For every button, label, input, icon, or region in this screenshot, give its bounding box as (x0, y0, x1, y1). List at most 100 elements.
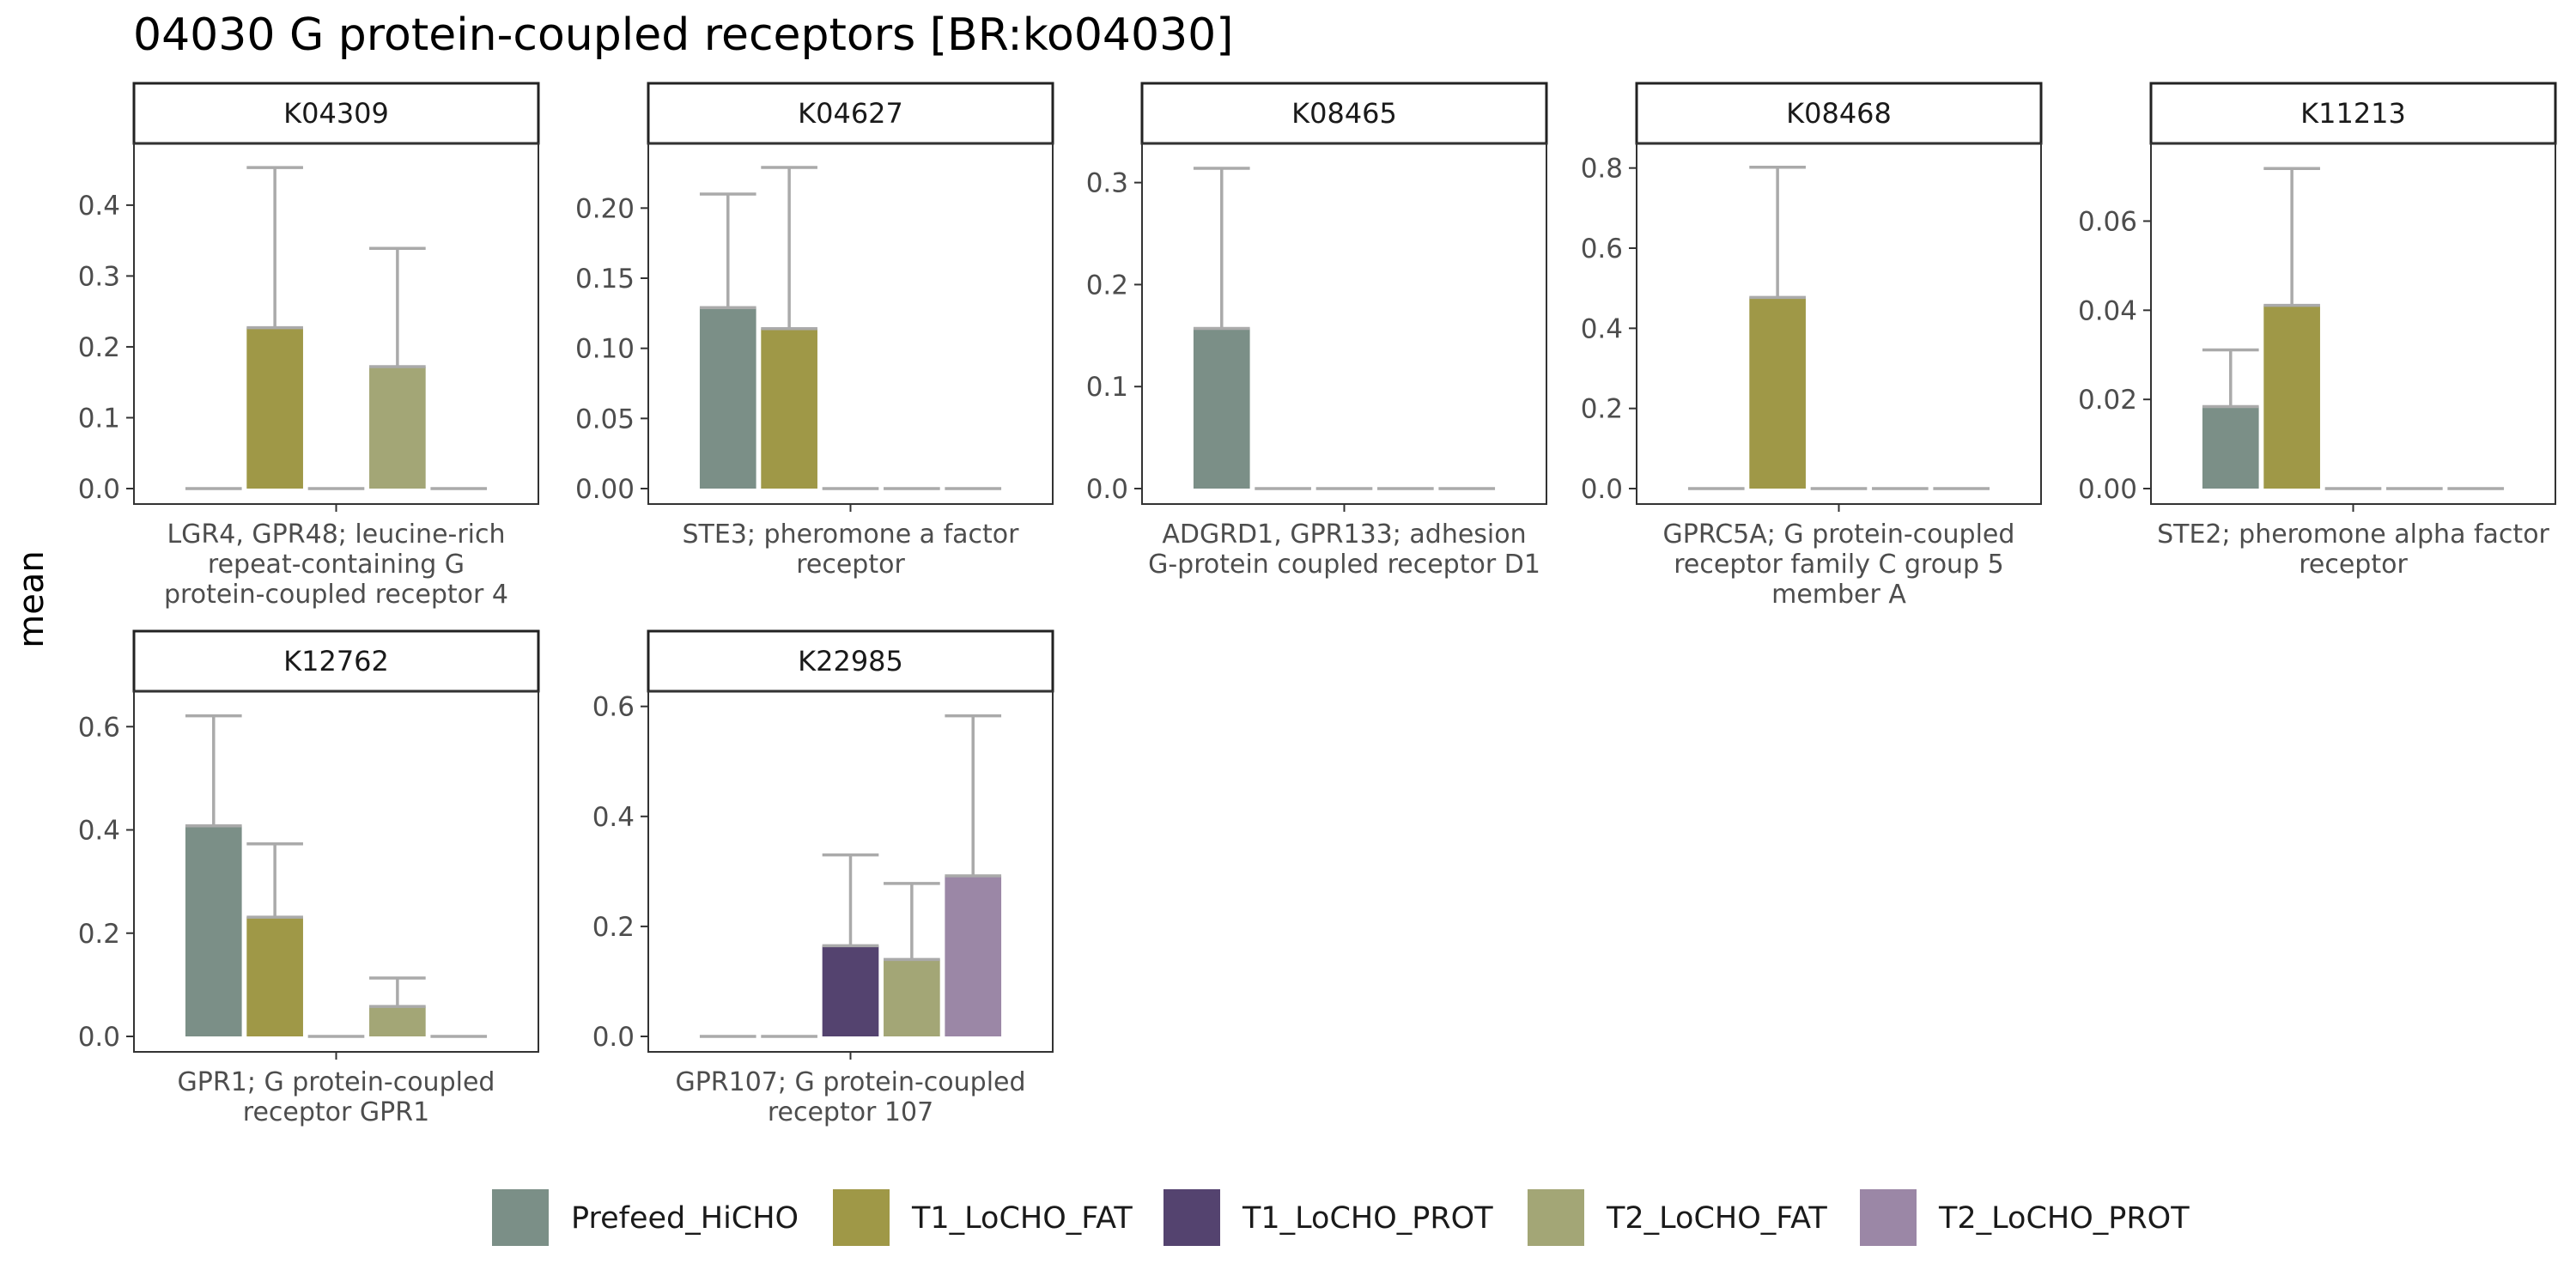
strip-box (1140, 82, 1548, 145)
bar-T1_LoCHO_FAT (246, 327, 303, 489)
y-tick-label: 0.05 (575, 404, 635, 434)
y-tick-label: 0.4 (592, 802, 635, 833)
x-category-label: G-protein coupled receptor D1 (1148, 550, 1540, 580)
x-category-label: receptor family C group 5 (1674, 550, 2003, 580)
legend-label: T2_LoCHO_FAT (1606, 1201, 1827, 1236)
x-category-label: member A (1771, 580, 1906, 610)
y-axis-title: mean (12, 550, 52, 647)
bar-T1_LoCHO_FAT (2263, 305, 2320, 489)
bar-T1_LoCHO_FAT (761, 328, 817, 489)
strip-box (647, 82, 1054, 145)
panel-K04309: K04309 0.0 0.1 0.2 0.3 0.4 LGR4, GPR48; leucin… (78, 82, 540, 610)
x-category-label: GPRC5A; G protein-coupled (1663, 519, 2015, 550)
y-tick-label: 0.1 (78, 403, 120, 434)
y-tick-label: 0.1 (1086, 372, 1128, 403)
y-tick-label: 0.06 (2078, 206, 2137, 237)
bar-T1_LoCHO_FAT (1749, 297, 1806, 489)
x-category-label: STE3; pheromone a factor (683, 519, 1020, 550)
legend-item-T1_LoCHO_FAT: T1_LoCHO_FAT (833, 1189, 1133, 1246)
legend-label: T1_LoCHO_FAT (911, 1201, 1133, 1236)
bar-Prefeed_HiCHO (1193, 328, 1250, 489)
x-category-label: receptor 107 (768, 1097, 933, 1127)
legend-swatch (1860, 1189, 1917, 1246)
strip-box (132, 82, 540, 145)
x-category-label: protein-coupled receptor 4 (164, 580, 508, 610)
y-tick-label: 0.2 (1086, 270, 1128, 301)
bar-T2_LoCHO_PROT (945, 875, 1002, 1036)
x-category-label: ADGRD1, GPR133; adhesion (1162, 519, 1526, 550)
panel-K04627: K04627 0.00 0.05 0.10 0.15 0.20 STE3; pheromon… (575, 82, 1054, 580)
x-category-label: repeat-containing G (208, 550, 465, 580)
panel-border (1636, 143, 2042, 505)
y-tick-label: 0.04 (2078, 295, 2137, 326)
y-tick-label: 0.6 (78, 712, 120, 743)
x-category-label: receptor (2299, 550, 2408, 580)
bar-T2_LoCHO_FAT (369, 367, 426, 489)
bar-Prefeed_HiCHO (2202, 406, 2259, 489)
strip-label: K08465 (1291, 97, 1397, 130)
y-tick-label: 0.0 (1581, 474, 1623, 505)
legend-item-T1_LoCHO_PROT: T1_LoCHO_PROT (1163, 1189, 1493, 1246)
x-category-label: STE2; pheromone alpha factor (2157, 519, 2549, 550)
panel-K11213: K11213 0.00 0.02 0.04 0.06 STE2; pheromone al… (2078, 82, 2557, 580)
strip-label: K04627 (798, 97, 903, 130)
legend-swatch (492, 1189, 549, 1246)
strip-label: K11213 (2300, 97, 2406, 130)
x-category-label: receptor (796, 550, 905, 580)
legend-label: T2_LoCHO_PROT (1938, 1201, 2190, 1236)
bar-Prefeed_HiCHO (699, 307, 756, 489)
bar-Prefeed_HiCHO (185, 825, 242, 1036)
y-tick-label: 0.4 (1581, 313, 1623, 344)
y-tick-label: 0.2 (1581, 394, 1623, 425)
facet-panels: K04309 0.0 0.1 0.2 0.3 0.4 LGR4, GPR48; leucin… (78, 82, 2557, 1127)
legend: Prefeed_HiCHO T1_LoCHO_FAT T1_LoCHO_PROT T2… (492, 1189, 2190, 1246)
x-category-label: GPR1; G protein-coupled (178, 1067, 495, 1097)
strip-label: K04309 (283, 97, 389, 130)
y-tick-label: 0.2 (592, 912, 635, 943)
strip-box (1635, 82, 2043, 145)
legend-swatch (833, 1189, 890, 1246)
legend-label: Prefeed_HiCHO (571, 1201, 799, 1236)
chart-title: 04030 G protein-coupled receptors [BR:ko… (133, 9, 1234, 61)
panel-K22985: K22985 0.0 0.2 0.4 0.6 GPR107; G protein-coup… (592, 629, 1054, 1127)
y-tick-label: 0.20 (575, 193, 635, 224)
y-tick-label: 0.02 (2078, 385, 2137, 416)
panel-K12762: K12762 0.0 0.2 0.4 0.6 GPR1; G protein-couple… (78, 629, 540, 1127)
bar-T1_LoCHO_FAT (246, 917, 303, 1036)
y-tick-label: 0.2 (78, 332, 120, 363)
y-tick-label: 0.0 (1086, 474, 1128, 505)
y-tick-label: 0.8 (1581, 154, 1623, 185)
y-tick-label: 0.6 (1581, 234, 1623, 264)
y-tick-label: 0.0 (78, 474, 120, 505)
y-tick-label: 0.00 (2078, 474, 2137, 505)
strip-label: K12762 (283, 645, 389, 677)
bar-T2_LoCHO_FAT (884, 959, 940, 1036)
y-tick-label: 0.15 (575, 264, 635, 295)
y-tick-label: 0.3 (1086, 168, 1128, 199)
y-tick-label: 0.4 (78, 191, 120, 222)
panel-K08465: K08465 0.0 0.1 0.2 0.3 ADGRD1, GPR133; adhesi… (1086, 82, 1548, 580)
strip-box (647, 629, 1054, 693)
panel-border (133, 143, 539, 505)
legend-item-Prefeed_HiCHO: Prefeed_HiCHO (492, 1189, 799, 1246)
y-tick-label: 0.0 (592, 1022, 635, 1053)
y-tick-label: 0.10 (575, 334, 635, 365)
y-tick-label: 0.6 (592, 692, 635, 723)
legend-label: T1_LoCHO_PROT (1242, 1201, 1493, 1236)
x-category-label: receptor GPR1 (243, 1097, 429, 1127)
x-category-label: LGR4, GPR48; leucine-rich (167, 519, 505, 550)
y-tick-label: 0.4 (78, 816, 120, 847)
legend-item-T2_LoCHO_FAT: T2_LoCHO_FAT (1528, 1189, 1827, 1246)
strip-box (132, 629, 540, 693)
legend-swatch (1528, 1189, 1584, 1246)
y-tick-label: 0.00 (575, 474, 635, 505)
y-tick-label: 0.2 (78, 919, 120, 950)
legend-item-T2_LoCHO_PROT: T2_LoCHO_PROT (1860, 1189, 2190, 1246)
bar-T2_LoCHO_FAT (369, 1006, 426, 1036)
panel-K08468: K08468 0.0 0.2 0.4 0.6 0.8 GPRC5A; G protein-c… (1581, 82, 2043, 610)
strip-label: K22985 (798, 645, 903, 677)
y-tick-label: 0.0 (78, 1022, 120, 1053)
y-tick-label: 0.3 (78, 261, 120, 292)
bar-T1_LoCHO_PROT (822, 945, 879, 1036)
